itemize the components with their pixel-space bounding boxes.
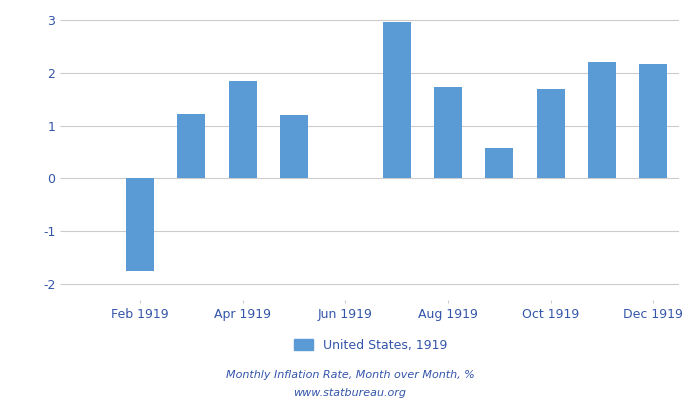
Bar <box>280 114 308 178</box>
Bar <box>126 178 154 271</box>
Bar <box>639 64 667 178</box>
Bar <box>228 81 257 178</box>
Bar <box>588 62 616 178</box>
Bar <box>536 89 565 178</box>
Bar <box>434 87 462 178</box>
Text: www.statbureau.org: www.statbureau.org <box>293 388 407 398</box>
Legend: United States, 1919: United States, 1919 <box>289 334 453 357</box>
Bar <box>382 22 411 178</box>
Bar <box>485 148 513 178</box>
Text: Monthly Inflation Rate, Month over Month, %: Monthly Inflation Rate, Month over Month… <box>225 370 475 380</box>
Bar <box>177 114 206 178</box>
